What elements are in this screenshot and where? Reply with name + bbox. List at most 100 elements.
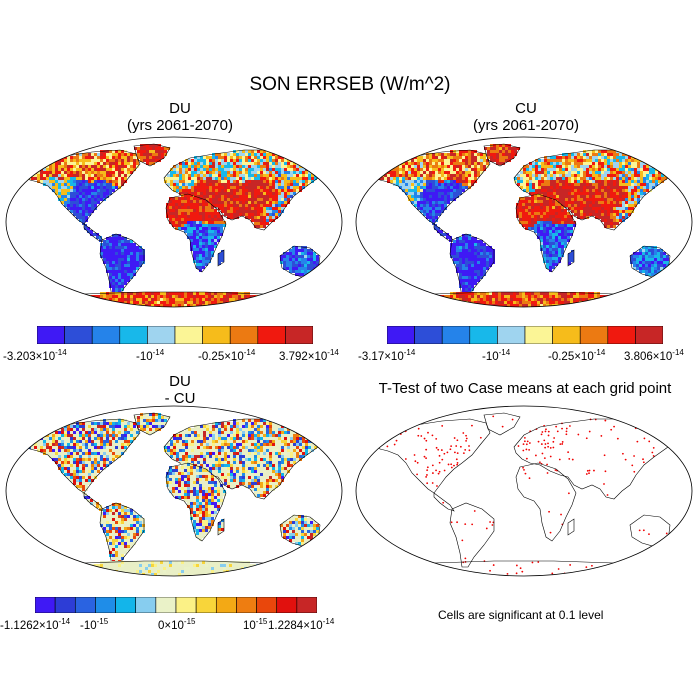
grid-cell <box>64 189 67 192</box>
grid-cell <box>574 189 577 192</box>
grid-cell <box>616 162 619 165</box>
coastline-camerica <box>433 223 455 243</box>
grid-cell <box>480 165 483 168</box>
grid-cell <box>561 236 564 239</box>
grid-cell <box>640 156 643 159</box>
grid-cell <box>227 201 230 204</box>
grid-cell <box>121 276 124 279</box>
grid-cell <box>643 174 646 177</box>
grid-cell <box>456 195 459 198</box>
grid-cell <box>598 216 601 219</box>
grid-cell <box>471 304 474 307</box>
grid-cell <box>317 174 320 177</box>
grid-cell <box>477 279 480 282</box>
grid-cell <box>493 147 496 150</box>
grid-cell <box>124 264 127 267</box>
grid-cell <box>525 292 528 295</box>
grid-cell <box>649 174 652 177</box>
grid-cell <box>190 206 193 209</box>
grid-cell <box>486 249 489 252</box>
grid-cell <box>215 204 218 207</box>
grid-cell <box>190 239 193 242</box>
grid-cell <box>181 200 184 203</box>
grid-cell <box>70 186 73 189</box>
grid-cell <box>284 174 287 177</box>
grid-cell <box>260 192 263 195</box>
grid-cell <box>459 237 462 240</box>
grid-cell <box>453 301 456 304</box>
grid-cell <box>417 171 420 174</box>
grid-cell <box>241 301 244 304</box>
grid-cell <box>490 156 493 159</box>
grid-cell <box>178 292 181 295</box>
grid-cell <box>178 200 181 203</box>
grid-cell <box>233 156 236 159</box>
grid-cell <box>510 304 513 307</box>
grid-cell <box>304 276 307 279</box>
grid-cell <box>236 210 239 213</box>
grid-cell <box>163 301 166 304</box>
grid-cell <box>305 159 308 162</box>
grid-cell <box>193 254 196 257</box>
grid-cell <box>444 204 447 207</box>
grid-cell <box>133 165 136 168</box>
grid-cell <box>649 177 652 180</box>
grid-cell <box>571 259 574 262</box>
grid-cell <box>82 174 85 177</box>
grid-cell <box>609 304 612 307</box>
grid-cell <box>471 276 474 279</box>
grid-cell <box>450 165 453 168</box>
grid-cell <box>251 168 254 171</box>
grid-cell <box>233 177 236 180</box>
grid-cell <box>257 165 260 168</box>
grid-cell <box>206 168 209 171</box>
grid-cell <box>172 215 175 218</box>
grid-cell <box>52 301 55 304</box>
grid-cell <box>97 156 100 159</box>
grid-cell <box>600 301 603 304</box>
grid-cell <box>172 292 175 295</box>
grid-cell <box>396 174 399 177</box>
grid-cell <box>206 174 209 177</box>
grid-cell <box>417 177 420 180</box>
grid-cell <box>429 186 432 189</box>
grid-cell <box>49 301 52 304</box>
grid-cell <box>187 230 190 233</box>
grid-cell <box>215 183 218 186</box>
grid-cell <box>586 183 589 186</box>
grid-cell <box>540 218 543 221</box>
grid-cell <box>73 174 76 177</box>
grid-cell <box>146 159 149 162</box>
grid-cell <box>157 301 160 304</box>
grid-cell <box>172 298 175 301</box>
grid-cell <box>522 295 525 298</box>
grid-cell <box>549 233 552 236</box>
grid-cell <box>595 183 598 186</box>
grid-cell <box>212 168 215 171</box>
grid-cell <box>281 165 284 168</box>
grid-cell <box>100 252 103 255</box>
grid-cell <box>212 180 215 183</box>
grid-cell <box>281 180 284 183</box>
grid-cell <box>535 180 538 183</box>
grid-cell <box>70 177 73 180</box>
grid-cell <box>610 177 613 180</box>
grid-cell <box>438 153 441 156</box>
grid-cell <box>643 177 646 180</box>
grid-cell <box>242 207 245 210</box>
grid-cell <box>543 239 546 242</box>
grid-cell <box>200 177 203 180</box>
grid-cell <box>133 425 136 428</box>
grid-cell <box>260 207 263 210</box>
grid-cell <box>408 165 411 168</box>
grid-cell <box>85 201 88 204</box>
grid-cell <box>155 153 158 156</box>
grid-cell <box>136 301 139 304</box>
grid-cell <box>633 304 636 307</box>
grid-cell <box>182 186 185 189</box>
grid-cell <box>251 195 254 198</box>
grid-cell <box>175 209 178 212</box>
grid-cell <box>622 183 625 186</box>
grid-cell <box>293 162 296 165</box>
grid-cell <box>429 171 432 174</box>
